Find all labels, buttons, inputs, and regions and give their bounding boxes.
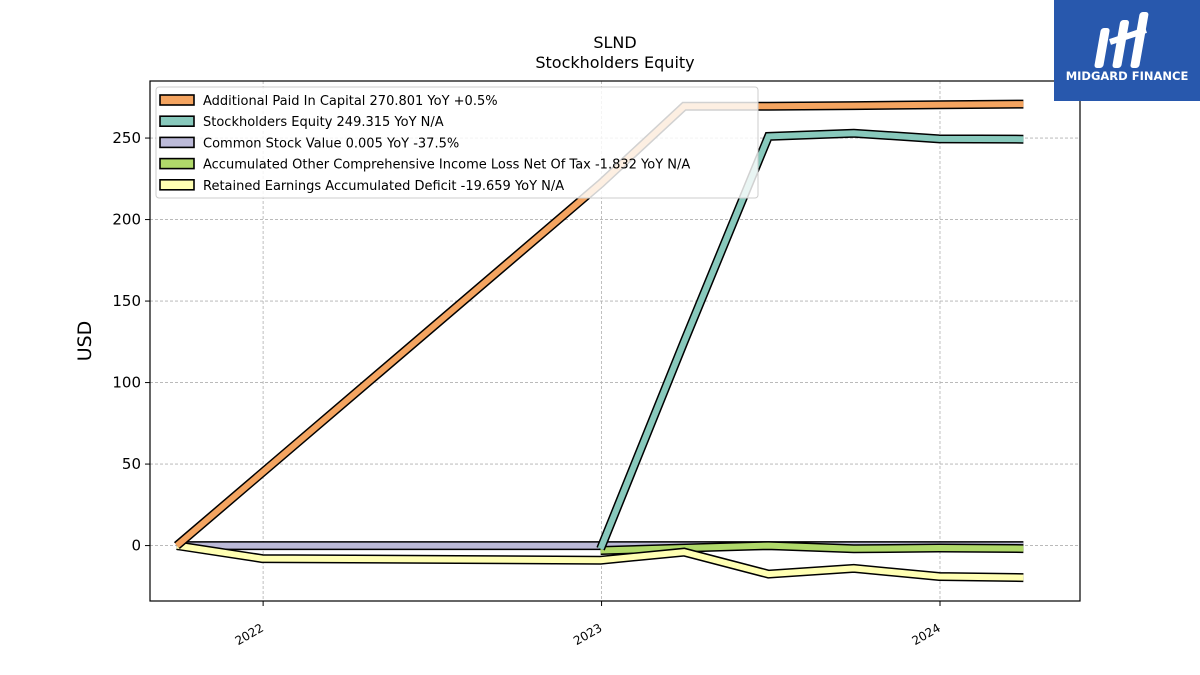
x-axis: 2022 2023 2024 xyxy=(233,601,943,648)
x-tick-label: 2024 xyxy=(909,621,942,648)
legend-entry: Common Stock Value 0.005 YoY -37.5% xyxy=(203,136,459,151)
y-tick-label: 200 xyxy=(112,211,141,229)
legend-entry: Additional Paid In Capital 270.801 YoY +… xyxy=(203,94,498,109)
brand-name: MIDGARD FINANCE xyxy=(1065,69,1189,83)
y-tick-label: 250 xyxy=(112,129,141,147)
plot-frame xyxy=(149,80,1081,602)
series-line xyxy=(176,542,1024,581)
legend: Additional Paid In Capital 270.801 YoY +… xyxy=(155,86,759,199)
legend-entry: Retained Earnings Accumulated Deficit -1… xyxy=(203,179,564,194)
y-tick-label: 0 xyxy=(131,537,141,555)
legend-entry: Stockholders Equity 249.315 YoY N/A xyxy=(203,115,444,130)
y-axis: 0 50 100 150 200 250 xyxy=(112,129,150,555)
y-tick-label: 100 xyxy=(112,374,141,392)
series-lines xyxy=(173,99,1024,583)
legend-box xyxy=(155,86,759,199)
chart-subtitle: Stockholders Equity xyxy=(535,53,694,72)
legend-entry: Accumulated Other Comprehensive Income L… xyxy=(203,158,690,173)
chart-title: SLND xyxy=(593,33,636,52)
y-axis-label: USD xyxy=(74,321,96,362)
legend-swatch xyxy=(159,115,195,127)
legend-swatch xyxy=(159,136,195,149)
legend-swatch xyxy=(159,94,195,106)
legend-swatch xyxy=(159,157,195,170)
x-tick-label: 2022 xyxy=(233,621,266,648)
midgard-logo-icon xyxy=(1094,12,1149,68)
y-tick-label: 150 xyxy=(112,292,141,310)
y-tick-label: 50 xyxy=(122,455,141,473)
series-line xyxy=(600,542,1024,554)
brand-logo: MIDGARD FINANCE xyxy=(1054,0,1200,101)
series-line xyxy=(597,130,1024,550)
legend-swatch xyxy=(159,179,195,191)
x-tick-label: 2023 xyxy=(571,621,604,648)
